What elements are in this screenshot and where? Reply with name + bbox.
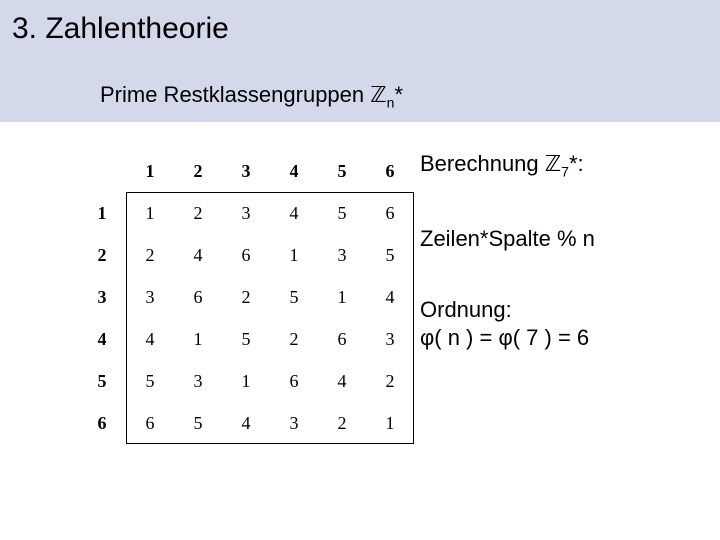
right-column: Berechnung ℤ7*: Zeilen*Spalte % n Ordnun… (420, 150, 710, 351)
row-header: 1 (78, 192, 126, 234)
col-header: 4 (270, 150, 318, 192)
calc-suffix: *: (569, 151, 584, 176)
multiplication-table: 1 2 3 4 5 6 1 1 2 3 4 5 6 2 2 4 6 1 3 5 … (78, 150, 414, 444)
table-cell: 1 (318, 276, 366, 318)
table-row: 5 5 3 1 6 4 2 (78, 360, 414, 402)
table-cell: 1 (174, 318, 222, 360)
table-cell: 2 (222, 276, 270, 318)
col-header: 2 (174, 150, 222, 192)
table-cell: 5 (126, 360, 174, 402)
table-cell: 3 (270, 402, 318, 444)
calc-subscript: 7 (561, 163, 569, 179)
table-cell: 4 (126, 318, 174, 360)
row-header: 6 (78, 402, 126, 444)
table-header-row: 1 2 3 4 5 6 (78, 150, 414, 192)
table-row: 4 4 1 5 2 6 3 (78, 318, 414, 360)
table-cell: 1 (126, 192, 174, 234)
table-corner (78, 150, 126, 192)
table-cell: 1 (222, 360, 270, 402)
table-cell: 2 (270, 318, 318, 360)
page-subtitle: Prime Restklassengruppen ℤn* (100, 82, 403, 110)
table-cell: 2 (318, 402, 366, 444)
table-cell: 6 (174, 276, 222, 318)
table-cell: 5 (174, 402, 222, 444)
table-cell: 5 (222, 318, 270, 360)
table-cell: 5 (318, 192, 366, 234)
table-cell: 6 (366, 192, 414, 234)
order-equation: φ( n ) = φ( 7 ) = 6 (420, 324, 710, 352)
table-cell: 2 (174, 192, 222, 234)
table-row: 3 3 6 2 5 1 4 (78, 276, 414, 318)
row-header: 3 (78, 276, 126, 318)
table-row: 6 6 5 4 3 2 1 (78, 402, 414, 444)
col-header: 3 (222, 150, 270, 192)
row-header: 5 (78, 360, 126, 402)
calc-z-symbol: ℤ (545, 151, 561, 176)
col-header: 6 (366, 150, 414, 192)
page-title: 3. Zahlentheorie (12, 12, 229, 46)
table-cell: 3 (366, 318, 414, 360)
subtitle-suffix: * (394, 82, 403, 107)
table-cell: 5 (366, 234, 414, 276)
subtitle-prefix: Prime Restklassengruppen (100, 82, 370, 107)
table-cell: 6 (270, 360, 318, 402)
table-row: 2 2 4 6 1 3 5 (78, 234, 414, 276)
table-cell: 4 (366, 276, 414, 318)
table-cell: 4 (222, 402, 270, 444)
table-cell: 5 (270, 276, 318, 318)
table-row: 1 1 2 3 4 5 6 (78, 192, 414, 234)
subtitle-z-symbol: ℤ (370, 82, 386, 107)
table-cell: 6 (126, 402, 174, 444)
col-header: 1 (126, 150, 174, 192)
table-cell: 2 (366, 360, 414, 402)
table-cell: 4 (174, 234, 222, 276)
col-header: 5 (318, 150, 366, 192)
calc-prefix: Berechnung (420, 151, 545, 176)
table-cell: 6 (222, 234, 270, 276)
table-cell: 4 (318, 360, 366, 402)
row-header: 4 (78, 318, 126, 360)
table-cell: 2 (126, 234, 174, 276)
table-cell: 1 (366, 402, 414, 444)
table-cell: 6 (318, 318, 366, 360)
table-cell: 3 (174, 360, 222, 402)
table-cell: 3 (222, 192, 270, 234)
table-cell: 3 (318, 234, 366, 276)
table-cell: 1 (270, 234, 318, 276)
formula-text: Zeilen*Spalte % n (420, 225, 710, 253)
calc-heading: Berechnung ℤ7*: (420, 150, 710, 181)
table-cell: 4 (270, 192, 318, 234)
table-cell: 3 (126, 276, 174, 318)
row-header: 2 (78, 234, 126, 276)
order-label: Ordnung: (420, 296, 710, 324)
order-block: Ordnung: φ( n ) = φ( 7 ) = 6 (420, 296, 710, 351)
table: 1 2 3 4 5 6 1 1 2 3 4 5 6 2 2 4 6 1 3 5 … (78, 150, 414, 444)
